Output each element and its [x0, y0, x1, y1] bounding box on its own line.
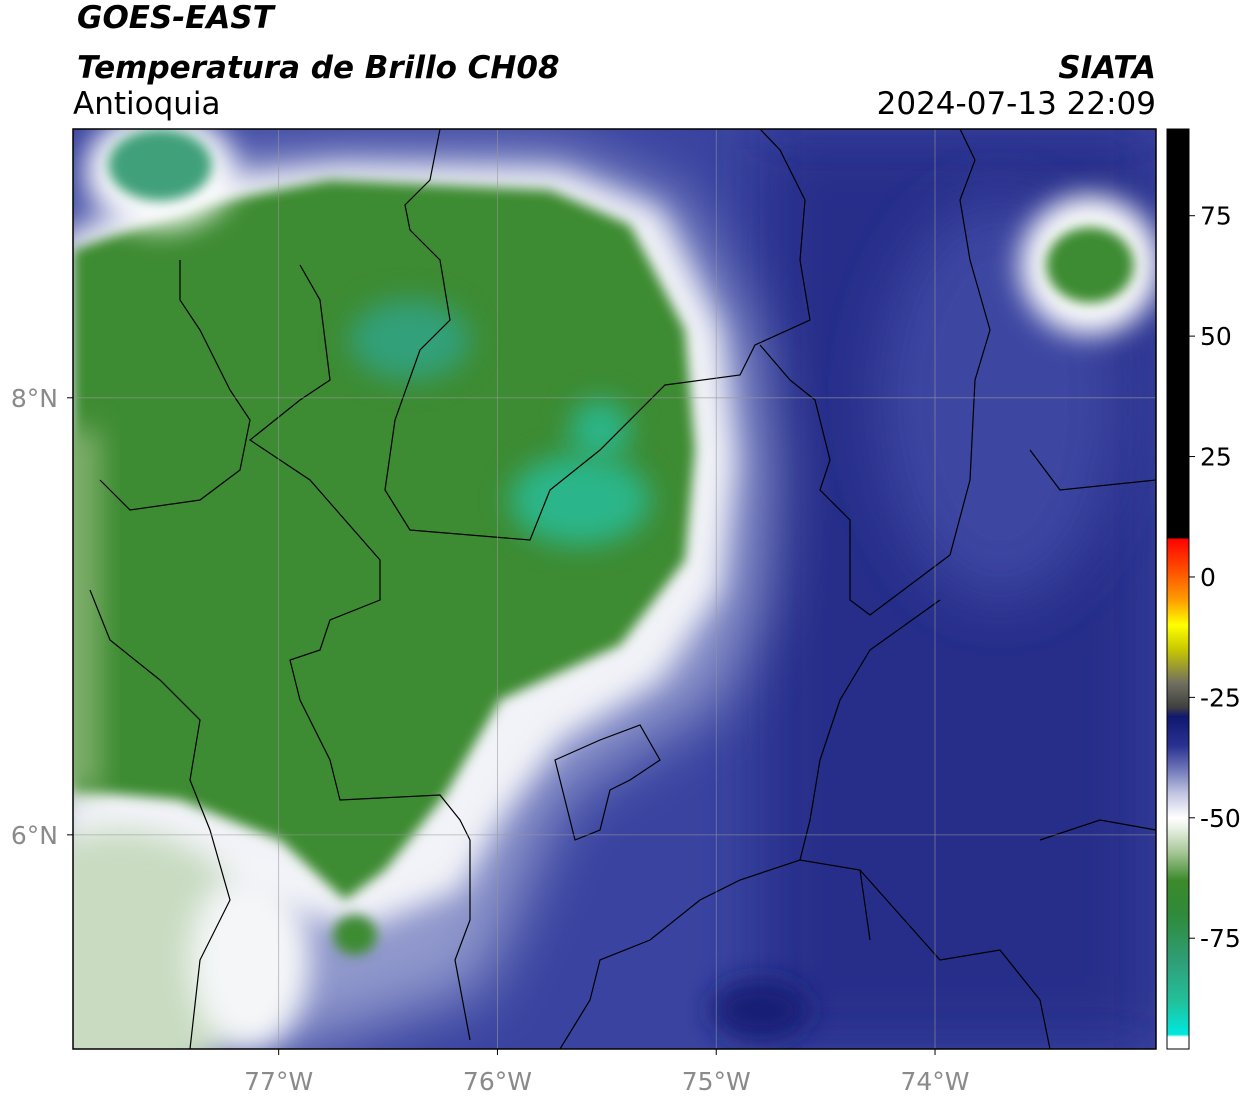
- source: SIATA: [1058, 50, 1156, 86]
- title: GOES-EAST: [77, 0, 277, 36]
- map-frame: [72, 128, 1157, 1050]
- borders: [89, 129, 1156, 1049]
- colorbar-tick-label: -50: [1200, 804, 1241, 833]
- x-tick-label: 74°W: [901, 1067, 970, 1096]
- satellite-image: [73, 129, 1156, 1049]
- x-tick-label: 77°W: [244, 1067, 313, 1096]
- datetime: 2024-07-13 22:09: [877, 86, 1156, 122]
- colorbar: [1166, 128, 1190, 1050]
- y-tick-label: 6°N: [11, 821, 58, 850]
- region: Antioquia: [73, 86, 221, 122]
- subtitle: Temperatura de Brillo CH08: [77, 50, 560, 86]
- y-tick-label: 8°N: [11, 384, 58, 413]
- colorbar-tick-label: 50: [1200, 322, 1232, 351]
- colorbar-tick-label: 0: [1200, 563, 1216, 592]
- x-tick-label: 76°W: [463, 1067, 532, 1096]
- colorbar-tick-label: -75: [1200, 924, 1241, 953]
- colorbar-tick-label: -25: [1200, 683, 1241, 712]
- colorbar-tick-label: 25: [1200, 443, 1232, 472]
- x-tick-label: 75°W: [682, 1067, 751, 1096]
- colorbar-tick-label: 75: [1200, 202, 1232, 231]
